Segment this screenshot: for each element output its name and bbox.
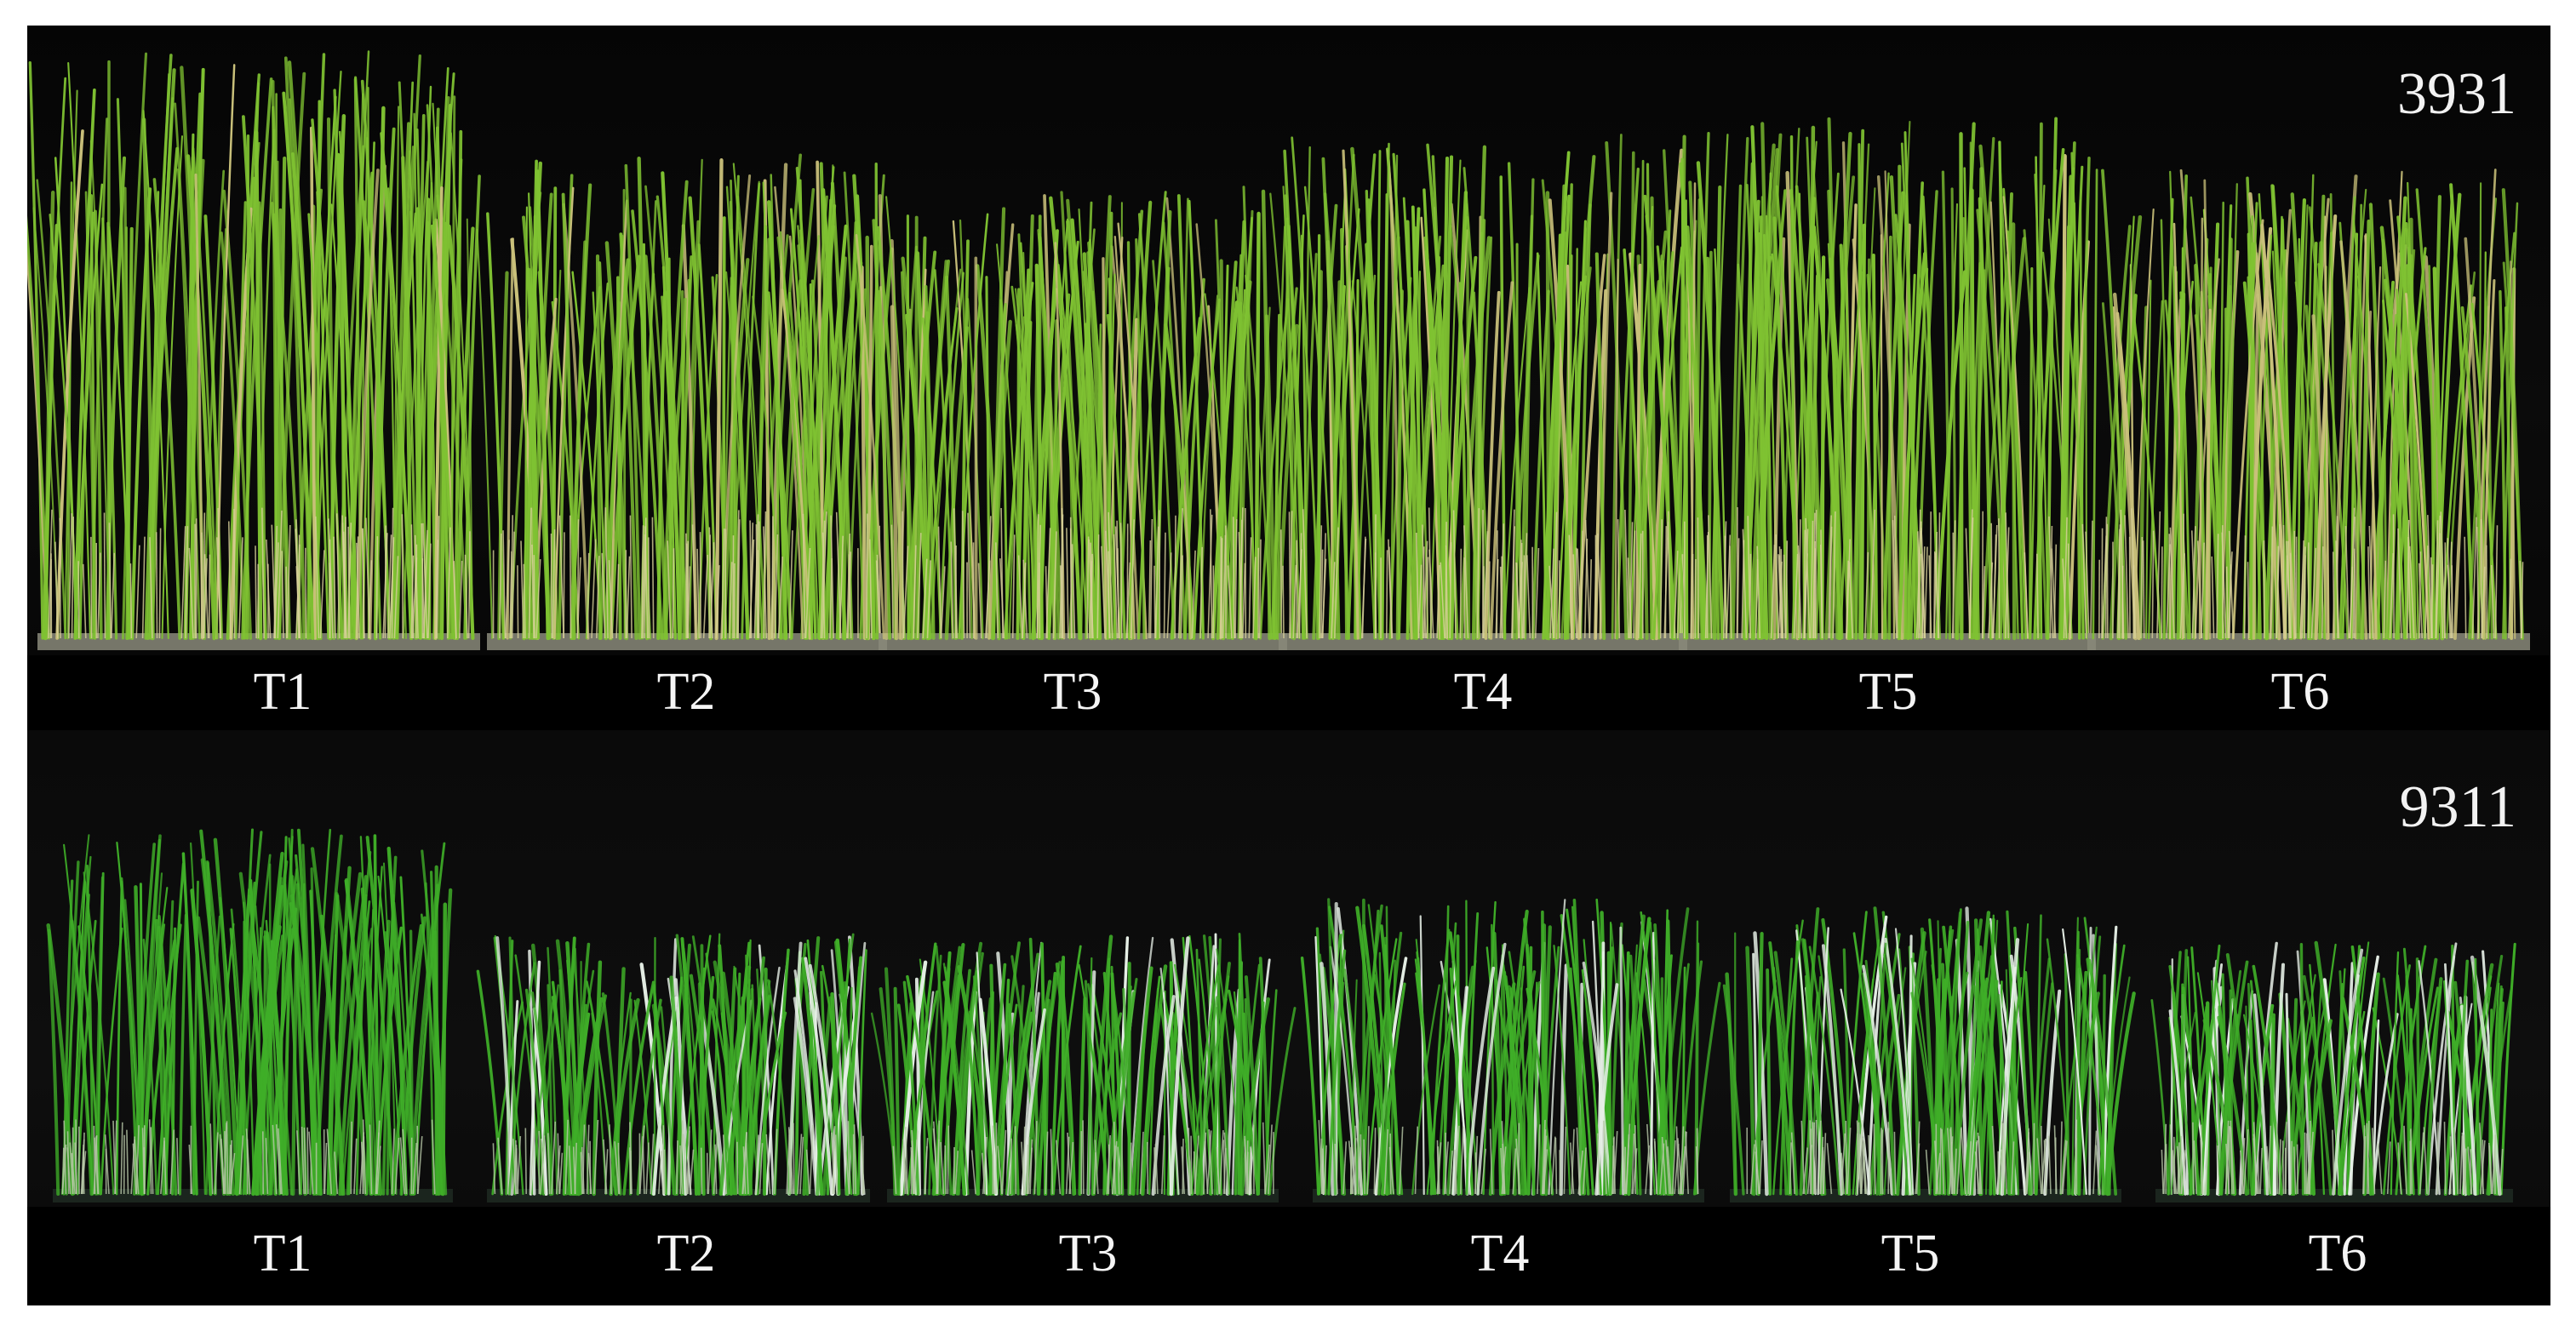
- seedling-tray-t4: [1269, 134, 1697, 650]
- seedling-tray-t5: [1722, 906, 2136, 1202]
- treatment-labels-3931: T1 T2 T3 T4 T5 T6: [27, 655, 2550, 730]
- seedling-tray-t5: [1659, 117, 2096, 650]
- seedling-tray-t1: [27, 50, 481, 650]
- seedling-tray-t2: [476, 933, 870, 1202]
- seedling-tray-t6: [2087, 169, 2530, 650]
- treatment-labels-9311: T1 T2 T3 T4 T5 T6: [27, 1207, 2550, 1305]
- treatment-label-t1: T1: [253, 1225, 312, 1282]
- seedling-tray-t6: [2150, 940, 2516, 1202]
- treatment-label-t6: T6: [2270, 663, 2330, 721]
- treatment-label-t1: T1: [253, 663, 312, 721]
- treatment-label-t5: T5: [1880, 1225, 1940, 1282]
- treatment-label-t2: T2: [656, 1225, 716, 1282]
- seedling-tray-t4: [1300, 898, 1721, 1202]
- treatment-label-t3: T3: [1043, 663, 1102, 721]
- panel-3931: 3931: [27, 26, 2550, 655]
- seedling-tray-t2: [476, 153, 894, 650]
- variety-label-3931: 3931: [2397, 61, 2516, 127]
- treatment-label-t3: T3: [1058, 1225, 1118, 1282]
- figure-frame: 3931 T1 T2 T3 T4 T5 T6 9311 T1 T2 T3 T4 …: [27, 26, 2550, 1305]
- treatment-label-t6: T6: [2308, 1225, 2367, 1282]
- treatment-label-t5: T5: [1858, 663, 1918, 721]
- plants-9311-photo: [46, 828, 2516, 1202]
- panel-9311: 9311: [27, 730, 2550, 1207]
- seedling-tray-t1: [46, 828, 453, 1202]
- seedling-tray-t3: [870, 933, 1297, 1202]
- treatment-label-t2: T2: [656, 663, 716, 721]
- treatment-label-t4: T4: [1470, 1225, 1530, 1282]
- plants-3931-photo: [27, 50, 2530, 650]
- variety-label-9311: 9311: [2399, 774, 2516, 840]
- seedling-tray-t3: [855, 186, 1299, 650]
- treatment-label-t4: T4: [1453, 663, 1513, 721]
